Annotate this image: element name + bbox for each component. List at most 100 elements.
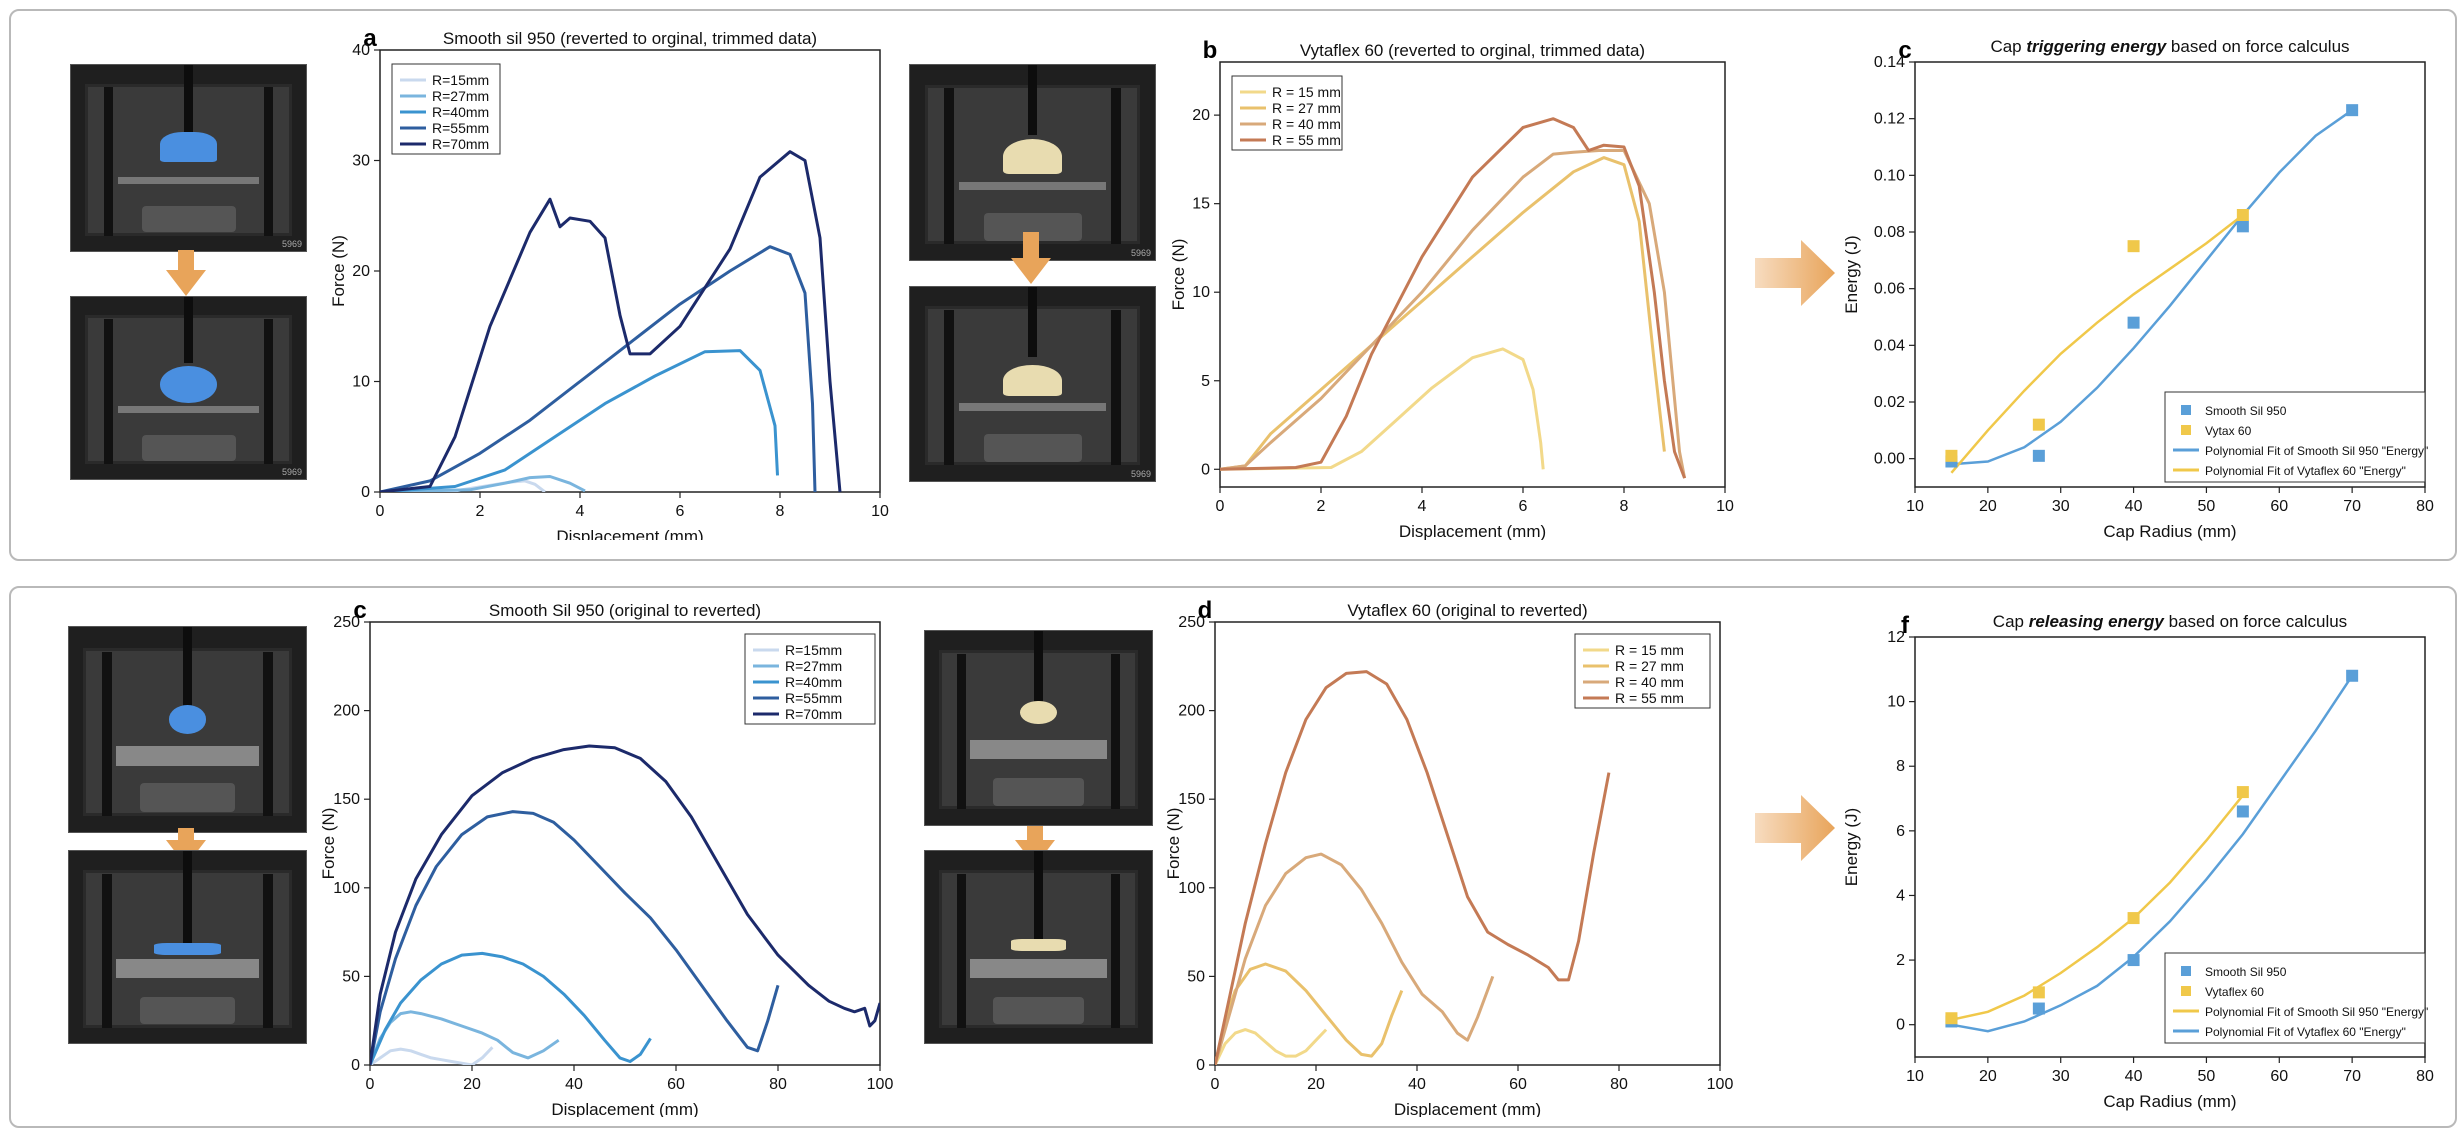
chart-title: Smooth Sil 950 (original to reverted) (489, 601, 761, 620)
x-tick-label: 6 (676, 503, 685, 520)
y-tick-label: 200 (333, 703, 360, 720)
legend-label: Polynomial Fit of Smooth Sil 950 "Energy… (2205, 444, 2428, 458)
y-tick-label: 0.14 (1874, 54, 1905, 71)
y-axis-label: Force (N) (329, 235, 348, 307)
data-point (2236, 786, 2249, 799)
series-line (370, 951, 652, 1065)
title-emphasis: releasing energy (2029, 612, 2166, 631)
legend-label: R=70mm (432, 136, 489, 152)
data-point (2236, 805, 2249, 818)
legend-label: R = 15 mm (1272, 84, 1341, 100)
title-emphasis: triggering energy (2026, 37, 2167, 56)
y-tick-label: 250 (333, 614, 360, 631)
x-tick-label: 80 (1610, 1076, 1628, 1093)
y-tick-label: 0 (351, 1057, 360, 1074)
down-arrow-stem (1027, 826, 1043, 842)
x-tick-label: 50 (2198, 498, 2216, 515)
x-tick-label: 20 (1979, 498, 1997, 515)
photo-vytaflex-after: 5969 (909, 286, 1156, 482)
y-tick-label: 2 (1896, 952, 1905, 969)
series-line (370, 1010, 560, 1065)
axes-frame (1914, 61, 2426, 488)
panel-letter: f (1901, 612, 1910, 639)
series-line (380, 349, 779, 492)
y-tick-label: 0 (1896, 1017, 1905, 1034)
fit-line (1951, 675, 2354, 1033)
data-point (2346, 104, 2359, 117)
legend-label: Polynomial Fit of Vytaflex 60 "Energy" (2205, 464, 2406, 478)
legend-label: R=27mm (432, 88, 489, 104)
y-tick-label: 8 (1896, 758, 1905, 775)
y-tick-label: 0.10 (1874, 167, 1905, 184)
data-point (2032, 986, 2045, 999)
photo-smooth-sil-after: 5969 (70, 296, 307, 480)
legend-label: Vytax 60 (2205, 424, 2252, 438)
data-point (1945, 449, 1958, 462)
photo-vytaflex-bottom-after (924, 850, 1153, 1044)
y-tick-label: 12 (1887, 629, 1905, 646)
x-tick-label: 40 (565, 1076, 583, 1093)
chart-title: Cap triggering energy based on force cal… (1990, 37, 2349, 56)
x-tick-label: 30 (2052, 498, 2070, 515)
legend-label: R=27mm (785, 658, 842, 674)
photo-label: 5969 (1130, 248, 1151, 258)
legend-label: R=15mm (785, 642, 842, 658)
data-point (2032, 418, 2045, 431)
data-point (2346, 669, 2359, 682)
y-axis-label: Energy (J) (1842, 808, 1861, 886)
fit-line (1951, 109, 2353, 466)
down-arrow-icon (166, 270, 206, 296)
x-tick-label: 8 (776, 503, 785, 520)
y-tick-label: 40 (352, 42, 370, 59)
x-tick-label: 60 (1509, 1076, 1527, 1093)
y-axis-label: Force (N) (319, 808, 338, 880)
legend-label: R = 27 mm (1272, 100, 1341, 116)
y-tick-label: 50 (1187, 968, 1205, 985)
x-axis-label: Cap Radius (mm) (2103, 522, 2236, 541)
down-arrow-stem (178, 250, 194, 272)
x-tick-label: 0 (366, 1076, 375, 1093)
right-arrow-icon (1755, 240, 1835, 306)
x-tick-label: 0 (1211, 1076, 1220, 1093)
x-tick-label: 40 (2125, 498, 2143, 515)
x-axis-label: Displacement (mm) (1394, 1100, 1541, 1117)
legend-label: Polynomial Fit of Smooth Sil 950 "Energy… (2205, 1005, 2428, 1019)
x-tick-label: 4 (1418, 498, 1427, 515)
x-tick-label: 0 (1216, 498, 1225, 515)
legend-swatch (2181, 986, 2191, 996)
axes-frame (369, 621, 881, 1066)
axes-frame (1214, 621, 1721, 1066)
right-arrow-icon (1755, 795, 1835, 861)
down-arrow-stem (178, 828, 194, 842)
legend-label: R=55mm (785, 690, 842, 706)
x-tick-label: 10 (1906, 498, 1924, 515)
y-tick-label: 100 (1178, 880, 1205, 897)
series-line (1215, 670, 1611, 1065)
legend-label: Smooth Sil 950 (2205, 404, 2287, 418)
series-line (1215, 852, 1495, 1065)
axes-frame (1219, 61, 1726, 488)
x-tick-label: 50 (2198, 1068, 2216, 1085)
legend-label: R = 40 mm (1272, 116, 1341, 132)
series-line (370, 810, 780, 1065)
y-tick-label: 20 (352, 263, 370, 280)
down-arrow-icon (1011, 258, 1051, 284)
y-tick-label: 0.02 (1874, 394, 1905, 411)
legend-label: R = 15 mm (1615, 642, 1684, 658)
legend-label: Smooth Sil 950 (2205, 965, 2287, 979)
y-tick-label: 6 (1896, 823, 1905, 840)
x-tick-label: 20 (463, 1076, 481, 1093)
x-tick-label: 4 (576, 503, 585, 520)
y-tick-label: 50 (342, 968, 360, 985)
y-tick-label: 5 (1201, 373, 1210, 390)
series-line (1220, 117, 1687, 479)
title-suffix: based on force calculus (2166, 37, 2349, 56)
legend-box (2164, 391, 2426, 483)
data-point (2032, 1002, 2045, 1015)
data-point (1945, 1012, 1958, 1025)
x-tick-label: 70 (2343, 1068, 2361, 1085)
y-tick-label: 20 (1192, 107, 1210, 124)
x-tick-label: 80 (769, 1076, 787, 1093)
x-tick-label: 10 (1716, 498, 1734, 515)
title-prefix: Cap (1990, 37, 2026, 56)
